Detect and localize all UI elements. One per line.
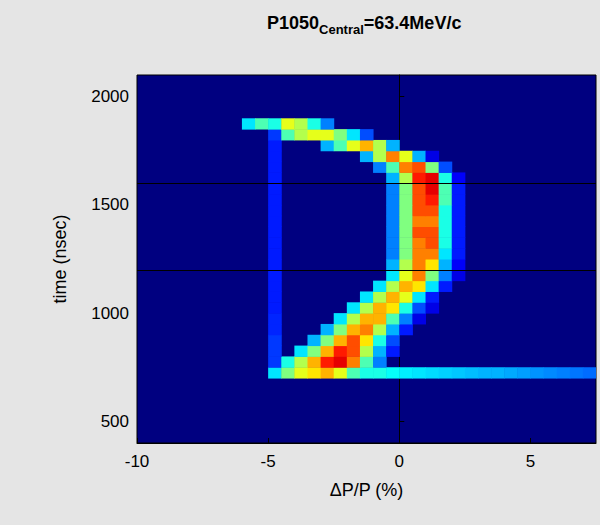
svg-text:P1050: P1050 — [267, 13, 319, 33]
svg-text:500: 500 — [101, 412, 129, 431]
svg-text:-5: -5 — [261, 452, 276, 471]
svg-text:=63.4MeV/c: =63.4MeV/c — [364, 13, 462, 33]
svg-text:1500: 1500 — [91, 195, 129, 214]
svg-text:-10: -10 — [125, 452, 150, 471]
svg-text:time (nsec): time (nsec) — [50, 214, 70, 303]
svg-text:Central: Central — [319, 22, 364, 37]
svg-text:ΔP/P (%): ΔP/P (%) — [330, 480, 404, 500]
svg-text:5: 5 — [526, 452, 535, 471]
svg-text:2000: 2000 — [91, 87, 129, 106]
svg-text:0: 0 — [395, 452, 404, 471]
svg-text:1000: 1000 — [91, 304, 129, 323]
